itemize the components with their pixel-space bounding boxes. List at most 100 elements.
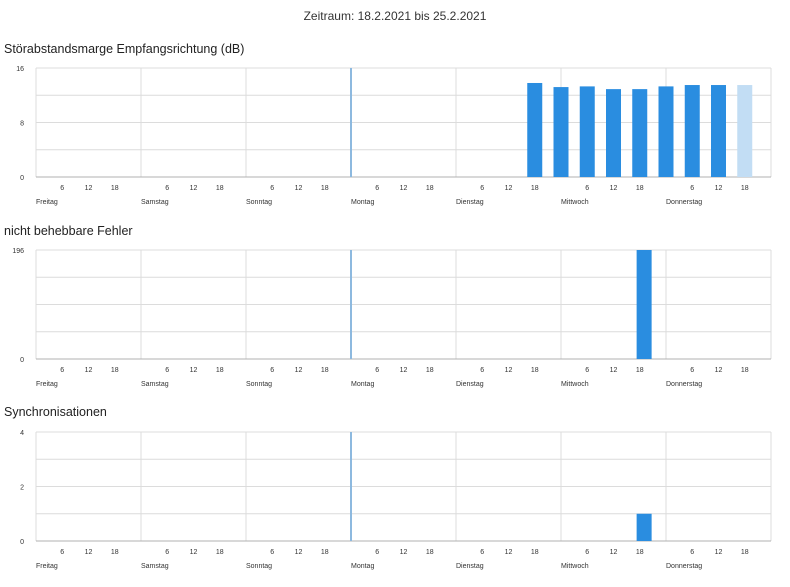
day-label: Sonntag xyxy=(246,563,272,570)
hour-tick-label: 18 xyxy=(111,367,119,374)
hour-tick-label: 6 xyxy=(60,185,64,192)
day-label: Samstag xyxy=(141,381,169,388)
hour-tick-label: 6 xyxy=(585,367,589,374)
day-label: Mittwoch xyxy=(561,381,589,388)
chart-bar xyxy=(527,82,543,177)
hour-tick-label: 6 xyxy=(165,367,169,374)
hour-tick-label: 6 xyxy=(60,367,64,374)
day-label: Sonntag xyxy=(246,381,272,388)
hour-tick-label: 18 xyxy=(741,367,749,374)
day-label: Freitag xyxy=(36,199,58,206)
chart-bar xyxy=(553,87,569,177)
y-tick-label: 4 xyxy=(20,430,24,437)
day-label: Dienstag xyxy=(456,381,484,388)
hour-tick-label: 12 xyxy=(715,185,723,192)
day-label: Montag xyxy=(351,381,374,388)
chart-title-sync: Synchronisationen xyxy=(4,405,107,419)
hour-tick-label: 6 xyxy=(375,185,379,192)
hour-tick-label: 12 xyxy=(610,549,618,556)
hour-tick-label: 12 xyxy=(190,185,198,192)
day-label: Dienstag xyxy=(456,563,484,570)
day-label: Mittwoch xyxy=(561,199,589,206)
hour-tick-label: 12 xyxy=(190,549,198,556)
hour-tick-label: 18 xyxy=(741,185,749,192)
hour-tick-label: 18 xyxy=(531,549,539,556)
y-tick-label: 0 xyxy=(20,357,24,364)
chart-title-errors: nicht behebbare Fehler xyxy=(4,224,133,238)
hour-tick-label: 18 xyxy=(531,367,539,374)
day-label: Sonntag xyxy=(246,199,272,206)
hour-tick-label: 18 xyxy=(321,549,329,556)
hour-tick-label: 6 xyxy=(165,185,169,192)
hour-tick-label: 18 xyxy=(741,549,749,556)
hour-tick-label: 12 xyxy=(85,185,93,192)
hour-tick-label: 18 xyxy=(426,367,434,374)
hour-tick-label: 18 xyxy=(321,185,329,192)
y-tick-label: 0 xyxy=(20,175,24,182)
y-tick-label: 2 xyxy=(20,485,24,492)
hour-tick-label: 6 xyxy=(480,367,484,374)
hour-tick-label: 6 xyxy=(270,367,274,374)
hour-tick-label: 12 xyxy=(400,367,408,374)
hour-tick-label: 12 xyxy=(295,367,303,374)
hour-tick-label: 6 xyxy=(480,185,484,192)
day-label: Mittwoch xyxy=(561,563,589,570)
hour-tick-label: 6 xyxy=(480,549,484,556)
hour-tick-label: 12 xyxy=(295,549,303,556)
hour-tick-label: 12 xyxy=(505,549,513,556)
hour-tick-label: 6 xyxy=(690,367,694,374)
day-label: Dienstag xyxy=(456,199,484,206)
day-label: Samstag xyxy=(141,199,169,206)
day-label: Montag xyxy=(351,563,374,570)
chart-bar xyxy=(658,86,674,177)
hour-tick-label: 12 xyxy=(610,185,618,192)
hour-tick-label: 18 xyxy=(636,367,644,374)
hour-tick-label: 12 xyxy=(505,367,513,374)
chart-bar xyxy=(737,85,753,177)
hour-tick-label: 6 xyxy=(165,549,169,556)
day-label: Donnerstag xyxy=(666,563,702,570)
hour-tick-label: 18 xyxy=(216,367,224,374)
day-label: Samstag xyxy=(141,563,169,570)
day-label: Freitag xyxy=(36,381,58,388)
hour-tick-label: 18 xyxy=(216,185,224,192)
hour-tick-label: 12 xyxy=(85,549,93,556)
y-tick-label: 0 xyxy=(20,539,24,546)
hour-tick-label: 12 xyxy=(295,185,303,192)
day-label: Freitag xyxy=(36,563,58,570)
chart-bar xyxy=(606,89,621,177)
hour-tick-label: 6 xyxy=(375,367,379,374)
hour-tick-label: 6 xyxy=(690,549,694,556)
hour-tick-label: 6 xyxy=(585,549,589,556)
y-tick-label: 196 xyxy=(12,248,24,255)
hour-tick-label: 18 xyxy=(426,185,434,192)
hour-tick-label: 12 xyxy=(715,367,723,374)
chart-bar xyxy=(711,85,726,177)
hour-tick-label: 12 xyxy=(610,367,618,374)
hour-tick-label: 18 xyxy=(321,367,329,374)
hour-tick-label: 12 xyxy=(400,185,408,192)
hour-tick-label: 18 xyxy=(636,549,644,556)
hour-tick-label: 6 xyxy=(60,549,64,556)
hour-tick-label: 6 xyxy=(690,185,694,192)
hour-tick-label: 12 xyxy=(505,185,513,192)
hour-tick-label: 18 xyxy=(531,185,539,192)
y-tick-label: 16 xyxy=(16,66,24,73)
chart-bar xyxy=(636,513,652,541)
hour-tick-label: 6 xyxy=(585,185,589,192)
chart-bar xyxy=(632,89,648,177)
chart-bar xyxy=(684,85,700,177)
hour-tick-label: 18 xyxy=(111,185,119,192)
hour-tick-label: 18 xyxy=(636,185,644,192)
chart-bar xyxy=(579,86,595,177)
hour-tick-label: 12 xyxy=(400,549,408,556)
hour-tick-label: 12 xyxy=(85,367,93,374)
day-label: Montag xyxy=(351,199,374,206)
hour-tick-label: 6 xyxy=(270,185,274,192)
hour-tick-label: 12 xyxy=(190,367,198,374)
hour-tick-label: 18 xyxy=(426,549,434,556)
hour-tick-label: 6 xyxy=(270,549,274,556)
